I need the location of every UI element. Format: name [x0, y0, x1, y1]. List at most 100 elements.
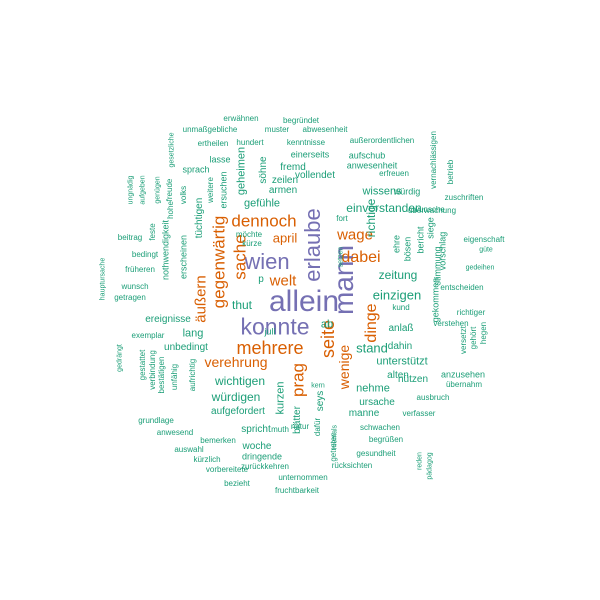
word-gestattet: gestattet [138, 349, 147, 381]
word-juli: juli [264, 326, 276, 337]
word-ehre: ehre [391, 234, 402, 254]
word-setzen: setzen [337, 246, 345, 268]
word-entscheiden: entscheiden [440, 283, 484, 292]
word-unternommen: unternommen [278, 473, 328, 482]
word-begru-ndet: begründet [282, 116, 320, 125]
word-ertheilen: ertheilen [197, 139, 229, 148]
word-nu-tzen: nützen [397, 374, 429, 385]
word-kern: kern [311, 382, 325, 390]
word-ereignisse: ereignisse [145, 314, 191, 325]
word-so-hne: söhne [258, 156, 269, 184]
word-erlaube: erlaube [300, 208, 325, 282]
word-wunsch: wunsch [121, 282, 149, 291]
word-genu-gen: genügen [154, 176, 162, 204]
word-vollendet: vollendet [294, 170, 336, 181]
word-bezieht: bezieht [224, 479, 250, 488]
word-unbedingt: unbedingt [164, 342, 208, 353]
word-stand: stand [356, 340, 388, 356]
word-dennoch: dennoch [231, 211, 297, 231]
word-bericht: bericht [415, 226, 426, 254]
word-ru-cksichten: rücksichten [331, 461, 373, 470]
word-gedeihen: gedeihen [465, 264, 495, 272]
word-hohe: hohe [166, 201, 175, 219]
word-verfasser: verfasser [402, 409, 436, 418]
word-aufgeben: aufgeben [139, 175, 147, 205]
word-zuschriften: zuschriften [444, 193, 484, 202]
word-fru-heren: früheren [125, 265, 155, 274]
word-hauptursache: hauptursache [99, 257, 107, 301]
word-lasse: lasse [209, 154, 231, 165]
word-aufschub: aufschub [348, 150, 386, 161]
word-verbindung: verbindung [148, 350, 157, 390]
word-muster: muster [264, 125, 290, 134]
word-erwa-hnen: erwähnen [223, 114, 259, 123]
word-exemplar: exemplar [131, 331, 165, 340]
word-armen: armen [268, 185, 298, 196]
word-dabei: dabei [341, 249, 381, 266]
word-wu-rdig: würdig [393, 186, 421, 197]
word-bo-sen: bösen [402, 236, 413, 262]
word-freude: freude [165, 178, 174, 202]
word-bedingt: bedingt [131, 250, 159, 259]
word-ungna-dig: ungnädig [127, 175, 135, 205]
word-getreten: getreten [329, 432, 338, 462]
word-spricht: spricht [241, 424, 271, 435]
word-kenntnisse: kenntnisse [286, 138, 326, 147]
word-unma-gebliche: unmaßgebliche [182, 125, 238, 134]
word-einerseits: einerseits [290, 149, 330, 160]
word-prag: prag [288, 362, 308, 398]
word-geho-rt: gehört [469, 326, 478, 350]
word-begru-en: begrüßen [368, 435, 404, 444]
word-u-bernahm: übernahm [445, 380, 483, 389]
word-u-berwachung: überwachung [407, 206, 457, 215]
word-ab: ab [320, 318, 334, 331]
word-unfa-hig: unfähig [170, 363, 179, 391]
word-wichtigen: wichtigen [214, 374, 266, 388]
word-p: p [258, 274, 264, 285]
word-pa-dagog: pädagog [426, 452, 434, 480]
word-tu-chtigen: tüchtigen [194, 197, 205, 239]
word-sprach: sprach [182, 164, 210, 175]
word-fort: fort [336, 214, 348, 223]
word-au-erordentlichen: außerordentlichen [349, 136, 415, 145]
word-zeilen: zeilen [271, 175, 299, 186]
word-april: april [272, 230, 298, 246]
word-reden: reden [416, 452, 424, 470]
word-welt: welt [269, 272, 297, 290]
word-nehme: nehme [356, 382, 390, 395]
word-wu-rdigen: würdigen [211, 390, 261, 404]
word-wissens: wissens [362, 185, 402, 198]
word-geheimen: geheimen [235, 146, 248, 196]
word-dahin: dahin [387, 341, 413, 352]
word-anwesend: anwesend [156, 428, 194, 437]
word-richtige: richtige [364, 198, 378, 238]
word-weitere: weitere [206, 177, 215, 203]
word-feste: feste [148, 223, 157, 241]
word-volks: volks [179, 185, 188, 205]
word-allein: allein [268, 285, 340, 318]
word-seys: seys [315, 390, 326, 412]
word-kurzen: kurzen [274, 381, 287, 415]
word-gegenwa-rtig: gegenwärtig [209, 215, 229, 309]
word-einzigen: einzigen [372, 287, 422, 303]
word-ursache: ursache [359, 397, 395, 408]
word-ersuchen: ersuchen [218, 171, 229, 209]
word-aufgefordert: aufgefordert [211, 406, 265, 417]
word-gefu-hle: gefühle [243, 197, 281, 210]
word-manne: manne [348, 408, 380, 419]
word-anla-: anlaß [388, 323, 414, 334]
word-gedra-ngt: gedrängt [116, 344, 124, 372]
word-vorbereitete: vorbereitete [205, 465, 249, 474]
word-versetzt: versetzt [459, 325, 468, 355]
word-alten: alten [387, 370, 409, 381]
word-woche: woche [242, 441, 272, 452]
word-anzusehen: anzusehen [440, 369, 486, 380]
word-besta-tigen: bestätigen [157, 356, 166, 394]
word-muth: muth [271, 425, 289, 434]
word-mo-chte: möchte [235, 230, 263, 239]
word-natur: natur [290, 422, 310, 431]
word-mehrere: mehrere [236, 338, 304, 358]
word-anwesenheit: anwesenheit [346, 160, 398, 171]
word-richtiger: richtiger [456, 308, 486, 317]
